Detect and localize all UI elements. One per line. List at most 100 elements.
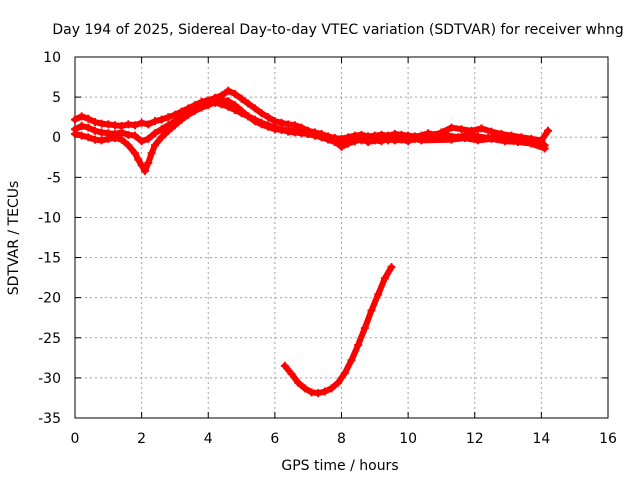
- data-point: [84, 123, 93, 132]
- data-point: [164, 126, 173, 135]
- data-point: [144, 120, 153, 129]
- data-point: [384, 134, 393, 143]
- data-point: [330, 137, 339, 146]
- data-point: [77, 131, 86, 140]
- y-tick-label: 10: [43, 50, 61, 66]
- series-line: [281, 264, 395, 397]
- data-point: [244, 99, 253, 108]
- x-tick-label: 0: [71, 431, 80, 447]
- data-series: [71, 86, 553, 398]
- data-point: [544, 126, 553, 135]
- data-point: [144, 158, 153, 167]
- data-point: [380, 274, 389, 283]
- data-point: [257, 109, 266, 118]
- data-point: [477, 124, 486, 133]
- data-point: [540, 144, 549, 153]
- data-point: [117, 128, 126, 137]
- data-point: [170, 121, 179, 130]
- data-point: [84, 133, 93, 142]
- data-point: [224, 97, 233, 106]
- y-axis-label: SDTVAR / TECUs: [6, 181, 22, 296]
- data-point: [417, 136, 426, 145]
- data-point: [310, 131, 319, 140]
- series-negative-arc: [280, 263, 396, 398]
- data-point: [500, 137, 509, 146]
- data-point: [317, 133, 326, 142]
- data-point: [97, 136, 106, 145]
- data-point: [410, 134, 419, 143]
- data-point: [150, 129, 159, 138]
- data-point: [137, 137, 146, 146]
- data-point: [487, 134, 496, 143]
- data-point: [447, 123, 456, 132]
- chart-title: Day 194 of 2025, Sidereal Day-to-day VTE…: [52, 22, 623, 38]
- data-point: [287, 369, 296, 378]
- x-tick-label: 8: [337, 431, 346, 447]
- data-point: [457, 125, 466, 134]
- data-point: [337, 142, 346, 151]
- data-point: [130, 149, 139, 158]
- data-point: [130, 121, 139, 130]
- series-lower-band: [71, 96, 549, 175]
- data-point: [320, 387, 329, 396]
- data-point: [357, 135, 366, 144]
- data-point: [134, 155, 143, 164]
- data-point: [360, 324, 369, 333]
- data-point: [527, 139, 536, 148]
- y-tick-label: -25: [38, 331, 61, 347]
- data-point: [294, 378, 303, 387]
- data-point: [474, 136, 483, 145]
- data-point: [190, 106, 199, 115]
- data-point: [334, 378, 343, 387]
- y-tick-label: -20: [38, 291, 61, 307]
- axis-ticks: 0 2 4 6 8 10 12 14 16 10 5 0 -5 -10 -15 -20 -25 -30 -35: [38, 50, 617, 447]
- data-point: [197, 103, 206, 112]
- data-point: [367, 306, 376, 315]
- data-point: [230, 101, 239, 110]
- x-tick-label: 10: [399, 431, 417, 447]
- data-point: [404, 137, 413, 146]
- y-tick-label: -10: [38, 210, 61, 226]
- x-tick-label: 12: [466, 431, 484, 447]
- data-point: [110, 134, 119, 143]
- data-point: [387, 263, 396, 272]
- data-point: [150, 117, 159, 126]
- data-point: [140, 166, 149, 175]
- data-point: [447, 135, 456, 144]
- y-tick-label: -5: [47, 170, 61, 186]
- data-point: [344, 139, 353, 148]
- data-point: [280, 361, 289, 370]
- data-point: [264, 122, 273, 131]
- data-point: [304, 130, 313, 139]
- data-point: [250, 117, 259, 126]
- data-point: [347, 356, 356, 365]
- x-axis-label: GPS time / hours: [281, 458, 398, 474]
- data-point: [90, 126, 99, 135]
- data-point: [164, 113, 173, 122]
- data-point: [244, 112, 253, 121]
- data-point: [71, 115, 79, 124]
- data-point: [327, 384, 336, 393]
- data-point: [340, 369, 349, 378]
- data-point: [250, 104, 259, 113]
- y-tick-label: -15: [38, 251, 61, 267]
- data-point: [237, 94, 246, 103]
- data-point: [157, 133, 166, 142]
- data-point: [184, 110, 193, 119]
- data-point: [137, 161, 146, 170]
- data-point: [210, 97, 219, 106]
- data-point: [137, 118, 146, 127]
- data-point: [324, 134, 333, 143]
- data-point: [264, 113, 273, 122]
- data-point: [147, 149, 156, 158]
- data-point: [150, 141, 159, 150]
- data-point: [144, 134, 153, 143]
- data-point: [460, 134, 469, 143]
- x-tick-label: 16: [599, 431, 617, 447]
- data-point: [157, 115, 166, 124]
- data-point: [204, 101, 213, 110]
- data-point: [77, 112, 86, 121]
- x-tick-label: 14: [532, 431, 550, 447]
- data-point: [117, 135, 126, 144]
